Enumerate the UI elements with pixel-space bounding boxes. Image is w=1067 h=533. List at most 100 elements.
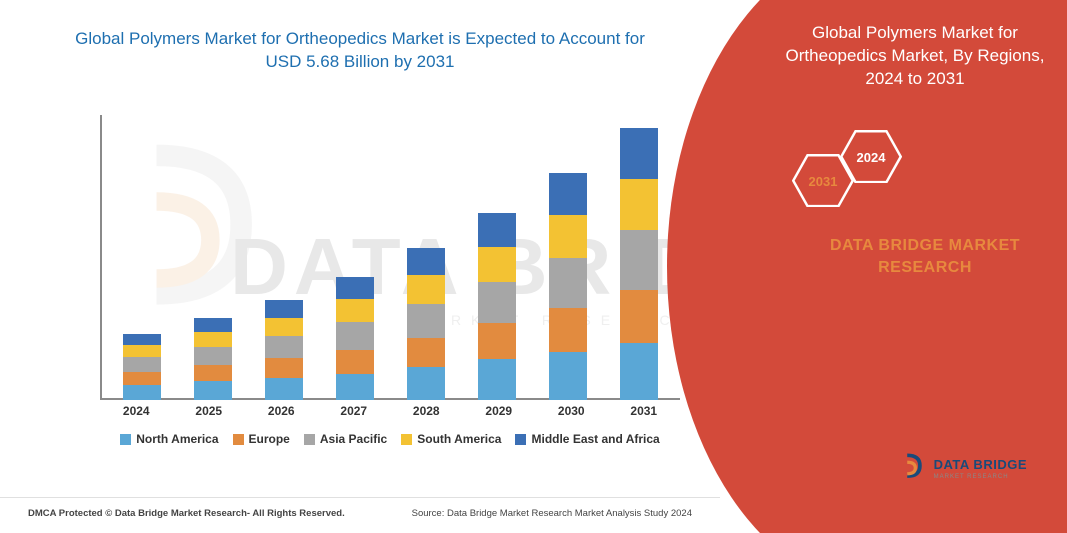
bar-segment (620, 179, 658, 231)
bar-stack (620, 128, 658, 400)
footer: DMCA Protected © Data Bridge Market Rese… (0, 497, 720, 533)
bar-column (407, 248, 445, 400)
legend-label: Asia Pacific (320, 432, 387, 446)
bar-segment (194, 381, 232, 400)
bar-stack (194, 318, 232, 400)
right-panel-title: Global Polymers Market for Ortheopedics … (785, 22, 1045, 91)
hex-2031-label: 2031 (809, 174, 838, 189)
bottom-logo: DATA BRIDGE MARKET RESEARCH (898, 453, 1027, 483)
bar-segment (336, 350, 374, 374)
bar-segment (265, 318, 303, 337)
bar-segment (194, 332, 232, 347)
bar-stack (478, 213, 516, 400)
legend-item: Middle East and Africa (515, 432, 659, 446)
left-panel: Global Polymers Market for Ortheopedics … (0, 0, 720, 533)
bar-column (336, 277, 374, 400)
legend-item: South America (401, 432, 501, 446)
bar-segment (478, 282, 516, 324)
bar-segment (620, 128, 658, 178)
legend-swatch (120, 434, 131, 445)
bar-segment (265, 358, 303, 378)
bar-segment (549, 173, 587, 215)
bar-column (549, 173, 587, 400)
bar-column (123, 334, 161, 400)
bar-segment (194, 318, 232, 332)
x-axis-label: 2025 (190, 404, 228, 418)
hex-2024-label: 2024 (857, 150, 886, 165)
right-panel: Global Polymers Market for Ortheopedics … (712, 0, 1067, 533)
bar-segment (407, 338, 445, 368)
bar-segment (123, 357, 161, 371)
legend-item: Europe (233, 432, 290, 446)
footer-copyright: DMCA Protected © Data Bridge Market Rese… (28, 508, 345, 519)
x-axis-label: 2027 (335, 404, 373, 418)
bar-segment (478, 323, 516, 359)
legend-swatch (233, 434, 244, 445)
bar-segment (549, 258, 587, 308)
legend-item: North America (120, 432, 218, 446)
bar-segment (620, 230, 658, 290)
footer-source: Source: Data Bridge Market Research Mark… (412, 508, 692, 519)
legend-swatch (401, 434, 412, 445)
bar-column (478, 213, 516, 400)
logo-subtext: MARKET RESEARCH (934, 474, 1027, 480)
bar-segment (478, 247, 516, 282)
bar-segment (549, 215, 587, 258)
bar-segment (194, 347, 232, 365)
legend-label: Middle East and Africa (531, 432, 659, 446)
logo-text-block: DATA BRIDGE MARKET RESEARCH (934, 456, 1027, 480)
bar-stack (336, 277, 374, 400)
chart-area (100, 115, 680, 400)
bar-segment (336, 374, 374, 400)
bar-segment (123, 385, 161, 400)
bars-container (100, 115, 680, 400)
bar-column (194, 318, 232, 400)
bar-segment (407, 275, 445, 304)
bar-stack (265, 300, 303, 400)
legend-label: North America (136, 432, 218, 446)
bar-segment (123, 372, 161, 385)
bar-segment (407, 304, 445, 338)
chart-title: Global Polymers Market for Ortheopedics … (0, 0, 720, 78)
bar-segment (265, 300, 303, 318)
x-axis-label: 2029 (480, 404, 518, 418)
legend-item: Asia Pacific (304, 432, 387, 446)
bar-stack (407, 248, 445, 400)
x-labels: 2024 2025 2026 2027 2028 2029 2030 2031 (100, 404, 680, 418)
bar-segment (549, 308, 587, 352)
logo-icon (898, 453, 928, 483)
bar-segment (478, 359, 516, 400)
legend-label: South America (417, 432, 501, 446)
bar-segment (123, 334, 161, 345)
bar-segment (478, 213, 516, 247)
bar-segment (123, 345, 161, 357)
bar-segment (407, 367, 445, 400)
bar-segment (265, 378, 303, 400)
page-root: DATA BRIDGE MARKET RESEARCH Global Polym… (0, 0, 1067, 533)
x-axis-label: 2026 (262, 404, 300, 418)
bar-segment (620, 290, 658, 343)
logo-text: DATA BRIDGE (934, 457, 1027, 472)
bar-segment (336, 322, 374, 349)
bar-segment (407, 248, 445, 275)
hex-2024: 2024 (840, 130, 902, 184)
bar-segment (336, 277, 374, 299)
bar-segment (194, 365, 232, 381)
legend-swatch (515, 434, 526, 445)
bar-segment (620, 343, 658, 400)
x-axis-label: 2031 (625, 404, 663, 418)
bar-column (620, 128, 658, 400)
x-axis-label: 2028 (407, 404, 445, 418)
bar-segment (265, 336, 303, 358)
bar-stack (549, 173, 587, 400)
bar-segment (336, 299, 374, 322)
x-axis-label: 2024 (117, 404, 155, 418)
brand-text: DATA BRIDGE MARKET RESEARCH (810, 235, 1040, 280)
bar-stack (123, 334, 161, 400)
legend-swatch (304, 434, 315, 445)
legend: North America Europe Asia Pacific South Ame… (100, 432, 680, 446)
bar-segment (549, 352, 587, 400)
bar-column (265, 300, 303, 400)
x-axis-label: 2030 (552, 404, 590, 418)
legend-label: Europe (249, 432, 290, 446)
